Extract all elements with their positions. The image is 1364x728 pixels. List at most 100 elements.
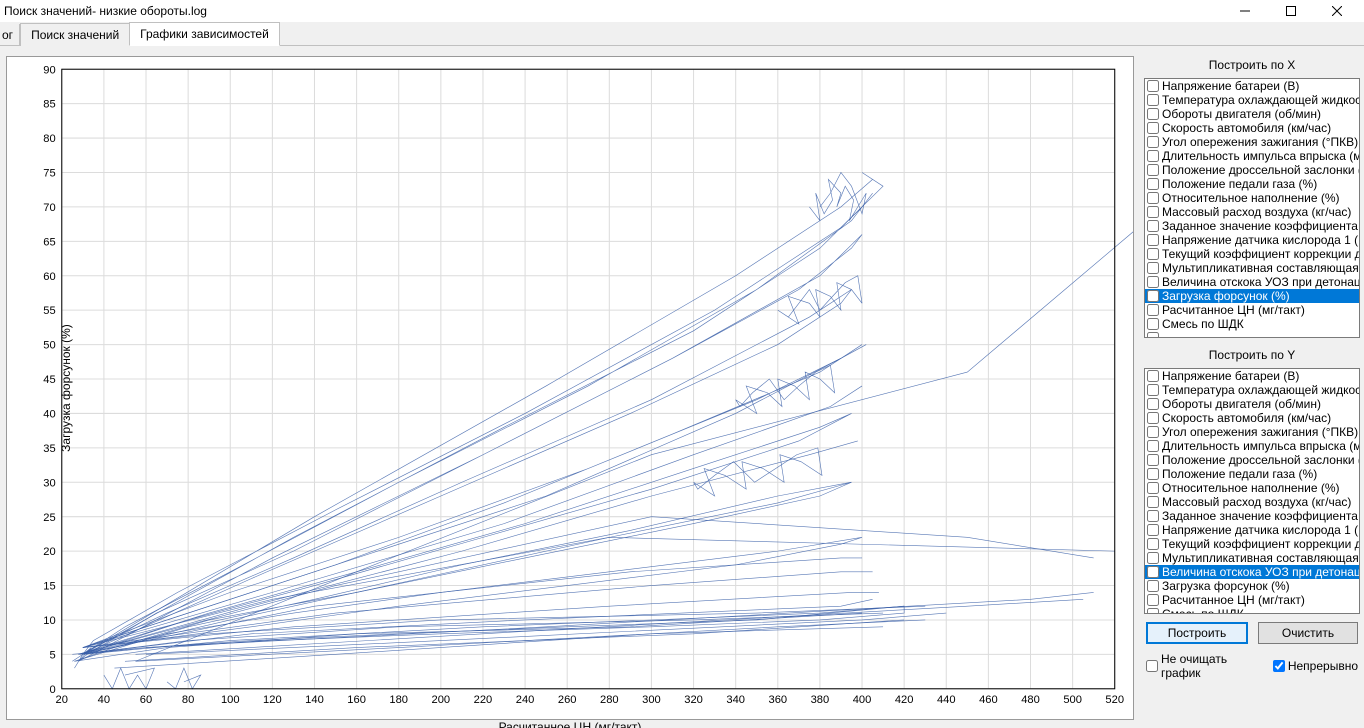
- svg-text:420: 420: [895, 694, 914, 706]
- svg-text:160: 160: [347, 694, 366, 706]
- y-param-list[interactable]: Напряжение батареи (В)Температура охлажд…: [1144, 368, 1360, 614]
- param-row[interactable]: Величина отскока УОЗ при детонации: [1145, 275, 1359, 289]
- param-row[interactable]: Обороты двигателя (об/мин): [1145, 397, 1359, 411]
- param-row[interactable]: Температура охлаждающей жидкост: [1145, 93, 1359, 107]
- param-row[interactable]: Скорость автомобиля (км/час): [1145, 121, 1359, 135]
- param-checkbox[interactable]: [1147, 150, 1159, 162]
- param-checkbox[interactable]: [1147, 304, 1159, 316]
- param-row[interactable]: Расчитанное ЦН (мг/такт): [1145, 593, 1359, 607]
- param-row[interactable]: Угол опережения зажигания (°ПКВ): [1145, 135, 1359, 149]
- build-button[interactable]: Построить: [1146, 622, 1248, 644]
- x-param-list[interactable]: Напряжение батареи (В)Температура охлажд…: [1144, 78, 1360, 338]
- svg-text:85: 85: [43, 99, 55, 111]
- svg-text:120: 120: [263, 694, 282, 706]
- param-checkbox[interactable]: [1147, 566, 1159, 578]
- param-checkbox[interactable]: [1147, 384, 1159, 396]
- tab-search-values[interactable]: Поиск значений: [20, 23, 130, 46]
- param-row[interactable]: Длительность импульса впрыска (мс): [1145, 149, 1359, 163]
- param-row[interactable]: Положение педали газа (%): [1145, 177, 1359, 191]
- param-row[interactable]: Скорость автомобиля (км/час): [1145, 411, 1359, 425]
- param-checkbox[interactable]: [1147, 580, 1159, 592]
- param-checkbox[interactable]: [1147, 206, 1159, 218]
- param-row[interactable]: Положение педали газа (%): [1145, 467, 1359, 481]
- param-row[interactable]: Положение дроссельной заслонки (%): [1145, 453, 1359, 467]
- param-row[interactable]: Напряжение батареи (В): [1145, 79, 1359, 93]
- param-row[interactable]: Обороты двигателя (об/мин): [1145, 107, 1359, 121]
- tab-log-cut[interactable]: ог: [0, 24, 20, 46]
- param-row[interactable]: Угол опережения зажигания (°ПКВ): [1145, 425, 1359, 439]
- continuous-checkbox[interactable]: [1273, 660, 1285, 672]
- button-row: Построить Очистить: [1144, 618, 1360, 646]
- param-checkbox[interactable]: [1147, 440, 1159, 452]
- param-row[interactable]: Мультипликативная составляющая ко: [1145, 261, 1359, 275]
- param-checkbox[interactable]: [1147, 398, 1159, 410]
- param-checkbox[interactable]: [1147, 164, 1159, 176]
- scatter-chart[interactable]: 0510152025303540455055606570758085902040…: [6, 56, 1134, 720]
- param-checkbox[interactable]: [1147, 370, 1159, 382]
- param-checkbox[interactable]: [1147, 594, 1159, 606]
- param-row[interactable]: Напряжение датчика кислорода 1 (В): [1145, 233, 1359, 247]
- param-row[interactable]: Загрузка форсунок (%): [1145, 289, 1359, 303]
- param-checkbox[interactable]: [1147, 248, 1159, 260]
- param-row[interactable]: [1145, 331, 1359, 338]
- param-checkbox[interactable]: [1147, 276, 1159, 288]
- param-checkbox[interactable]: [1147, 538, 1159, 550]
- clear-button[interactable]: Очистить: [1258, 622, 1358, 644]
- param-checkbox[interactable]: [1147, 412, 1159, 424]
- param-checkbox[interactable]: [1147, 468, 1159, 480]
- param-checkbox[interactable]: [1147, 80, 1159, 92]
- param-checkbox[interactable]: [1147, 482, 1159, 494]
- param-checkbox[interactable]: [1147, 510, 1159, 522]
- param-row[interactable]: Текущий коэффициент коррекции дли: [1145, 247, 1359, 261]
- param-row[interactable]: Положение дроссельной заслонки (%): [1145, 163, 1359, 177]
- param-row[interactable]: Температура охлаждающей жидкост: [1145, 383, 1359, 397]
- param-row[interactable]: Расчитанное ЦН (мг/такт): [1145, 303, 1359, 317]
- param-row[interactable]: Массовый расход воздуха (кг/час): [1145, 495, 1359, 509]
- param-checkbox[interactable]: [1147, 454, 1159, 466]
- param-row[interactable]: Относительное наполнение (%): [1145, 191, 1359, 205]
- param-checkbox[interactable]: [1147, 332, 1159, 338]
- param-row[interactable]: Относительное наполнение (%): [1145, 481, 1359, 495]
- param-checkbox[interactable]: [1147, 290, 1159, 302]
- param-checkbox[interactable]: [1147, 608, 1159, 614]
- param-label: Относительное наполнение (%): [1162, 191, 1340, 205]
- param-row[interactable]: Длительность импульса впрыска (мс): [1145, 439, 1359, 453]
- param-checkbox[interactable]: [1147, 318, 1159, 330]
- param-checkbox[interactable]: [1147, 262, 1159, 274]
- param-checkbox[interactable]: [1147, 178, 1159, 190]
- param-checkbox[interactable]: [1147, 426, 1159, 438]
- param-row[interactable]: Смесь по ШДК: [1145, 607, 1359, 614]
- param-row[interactable]: Заданное значение коэффициента ля: [1145, 219, 1359, 233]
- param-row[interactable]: Заданное значение коэффициента ля: [1145, 509, 1359, 523]
- param-row[interactable]: Мультипликативная составляющая ко: [1145, 551, 1359, 565]
- minimize-button[interactable]: [1222, 0, 1268, 22]
- param-row[interactable]: Текущий коэффициент коррекции дли: [1145, 537, 1359, 551]
- param-checkbox[interactable]: [1147, 192, 1159, 204]
- param-checkbox[interactable]: [1147, 122, 1159, 134]
- param-row[interactable]: Величина отскока УОЗ при детонации: [1145, 565, 1359, 579]
- param-row[interactable]: Массовый расход воздуха (кг/час): [1145, 205, 1359, 219]
- no-clear-checkbox-label[interactable]: Не очищать график: [1146, 652, 1265, 680]
- param-checkbox[interactable]: [1147, 108, 1159, 120]
- param-checkbox[interactable]: [1147, 524, 1159, 536]
- param-label: Положение педали газа (%): [1162, 467, 1317, 481]
- tab-dependency-graphs[interactable]: Графики зависимостей: [129, 22, 280, 46]
- svg-text:75: 75: [43, 168, 55, 180]
- param-row[interactable]: Смесь по ШДК: [1145, 317, 1359, 331]
- param-checkbox[interactable]: [1147, 552, 1159, 564]
- param-checkbox[interactable]: [1147, 234, 1159, 246]
- param-checkbox[interactable]: [1147, 220, 1159, 232]
- param-checkbox[interactable]: [1147, 136, 1159, 148]
- continuous-checkbox-label[interactable]: Непрерывно: [1273, 659, 1358, 673]
- param-row[interactable]: Напряжение батареи (В): [1145, 369, 1359, 383]
- param-label: Температура охлаждающей жидкост: [1162, 93, 1359, 107]
- param-checkbox[interactable]: [1147, 496, 1159, 508]
- window-title: Поиск значений- низкие обороты.log: [4, 4, 1222, 18]
- param-row[interactable]: Напряжение датчика кислорода 1 (В): [1145, 523, 1359, 537]
- param-checkbox[interactable]: [1147, 94, 1159, 106]
- param-row[interactable]: Загрузка форсунок (%): [1145, 579, 1359, 593]
- maximize-button[interactable]: [1268, 0, 1314, 22]
- svg-text:440: 440: [937, 694, 956, 706]
- no-clear-checkbox[interactable]: [1146, 660, 1158, 672]
- close-button[interactable]: [1314, 0, 1360, 22]
